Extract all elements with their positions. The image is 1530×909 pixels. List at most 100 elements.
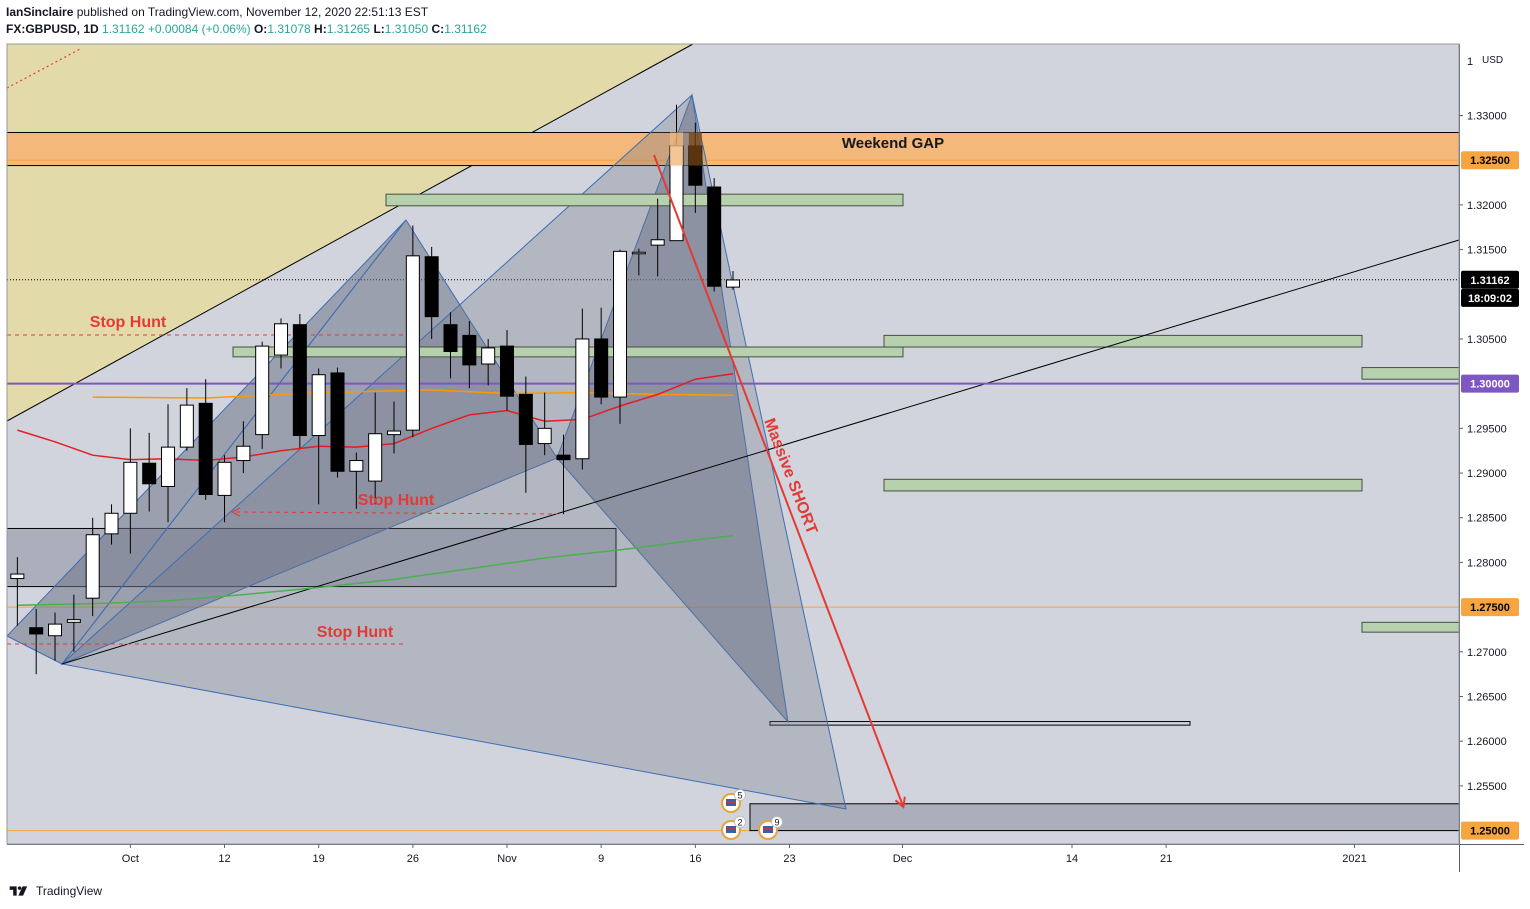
price-tick-label: 1.25500 — [1467, 781, 1507, 793]
ascending-trendline[interactable] — [61, 239, 1460, 665]
publisher-name[interactable]: IanSinclaire — [6, 5, 74, 19]
close-label: C: — [431, 22, 445, 36]
price-tag-box — [1461, 821, 1519, 840]
footer-brand[interactable]: TradingView — [36, 884, 103, 898]
candle[interactable] — [48, 612, 63, 661]
candle[interactable] — [462, 321, 477, 389]
time-tick-label: 19 — [313, 853, 325, 865]
support-zone-5[interactable] — [883, 478, 1363, 492]
price-tag[interactable]: 18:09:02 — [1461, 288, 1519, 307]
price-tag-text: 1.30000 — [1470, 379, 1510, 391]
candle[interactable] — [274, 318, 289, 369]
candle[interactable] — [142, 432, 157, 512]
candle[interactable] — [29, 608, 44, 675]
event-count-bubble — [734, 789, 746, 801]
candle[interactable] — [217, 455, 232, 523]
candle[interactable] — [10, 557, 25, 626]
price-tag[interactable]: 1.25000 — [1461, 821, 1519, 840]
support-zone-4[interactable] — [1361, 367, 1460, 380]
tradingview-logo-icon[interactable] — [8, 884, 30, 898]
candle[interactable] — [650, 198, 665, 277]
price-tag[interactable]: 1.32500 — [1461, 151, 1519, 170]
candle[interactable] — [85, 517, 100, 617]
candle-body — [161, 446, 176, 487]
candle[interactable] — [669, 104, 684, 242]
candle[interactable] — [387, 401, 402, 454]
candle-body — [424, 256, 439, 318]
interval-label[interactable]: 1D — [83, 22, 99, 36]
candle-body — [349, 460, 364, 472]
moving-average-green[interactable] — [17, 534, 734, 607]
candle-body — [726, 279, 740, 288]
support-zone-2[interactable] — [232, 346, 904, 358]
price-change: +0.00084 (+0.06%) — [147, 22, 251, 36]
candle-body — [462, 334, 477, 366]
price-tag[interactable]: 1.27500 — [1461, 598, 1519, 617]
price-tick-label: 1.27000 — [1467, 647, 1507, 659]
target-level-line[interactable] — [769, 721, 1191, 726]
candle[interactable] — [537, 392, 552, 456]
economic-event-badge[interactable]: 5 — [721, 789, 746, 813]
weekend-gap-label: Weekend GAP — [842, 135, 944, 152]
candle-body — [48, 623, 63, 637]
price-tag[interactable]: 1.30000 — [1461, 374, 1519, 393]
candle[interactable] — [443, 312, 458, 379]
candle[interactable] — [481, 338, 496, 386]
stop-hunt-line-2[interactable] — [235, 511, 559, 515]
harmonic-triangle-xcd[interactable] — [60, 94, 847, 810]
candle-body — [368, 433, 383, 482]
candle[interactable] — [368, 392, 383, 505]
price-scale[interactable] — [1459, 44, 1530, 844]
candle[interactable] — [424, 246, 439, 339]
candle[interactable] — [594, 307, 609, 405]
support-zone-3[interactable] — [883, 334, 1363, 348]
economic-event-badge[interactable]: 2 — [721, 816, 746, 840]
candle[interactable] — [311, 368, 326, 505]
price-tick-label: 1.30500 — [1467, 334, 1507, 346]
candle-body — [66, 619, 81, 623]
candle[interactable] — [631, 248, 646, 276]
time-tick-label: Nov — [497, 853, 517, 865]
support-zone-6[interactable] — [1361, 621, 1460, 633]
price-tag-text: 1.31162 — [1470, 275, 1509, 287]
short-arrow[interactable] — [653, 154, 903, 806]
candle[interactable] — [179, 388, 194, 451]
harmonic-triangle-abc[interactable] — [60, 219, 558, 666]
candle-body — [10, 573, 25, 580]
symbol-label[interactable]: FX:GBPUSD — [6, 22, 77, 36]
candle[interactable] — [613, 249, 628, 424]
candle[interactable] — [349, 452, 364, 509]
support-zone-1[interactable] — [385, 193, 904, 207]
candle[interactable] — [198, 379, 213, 500]
candle[interactable] — [575, 308, 590, 470]
price-tag[interactable]: 1.31162 — [1461, 270, 1519, 289]
candle[interactable] — [556, 434, 571, 515]
candle[interactable] — [255, 341, 270, 449]
channel-dotted-line[interactable] — [6, 47, 83, 89]
candle[interactable] — [518, 376, 533, 493]
price-tick-label: 1.29500 — [1467, 423, 1507, 435]
candle[interactable] — [707, 178, 722, 292]
moving-average-orange[interactable] — [92, 389, 734, 399]
channel-upper-line[interactable] — [6, 43, 694, 422]
candle[interactable] — [236, 421, 251, 474]
target-zone-rect[interactable] — [749, 803, 1460, 832]
open-label: O: — [253, 22, 268, 36]
candle[interactable] — [161, 404, 176, 523]
low-value: 1.31050 — [384, 22, 429, 36]
candle[interactable] — [123, 428, 138, 554]
price-tag-box — [1461, 151, 1519, 170]
high-value: 1.31265 — [326, 22, 371, 36]
price-tick-partial: 1 — [1467, 56, 1473, 68]
candle[interactable] — [66, 594, 81, 652]
event-count-bubble — [734, 816, 746, 828]
candle[interactable] — [500, 330, 515, 411]
candle[interactable] — [330, 367, 345, 478]
candle[interactable] — [726, 271, 740, 290]
candle[interactable] — [405, 225, 420, 438]
economic-event-badge[interactable]: 9 — [758, 816, 783, 840]
candle[interactable] — [292, 313, 307, 449]
candle[interactable] — [104, 504, 119, 545]
time-tick-label: 2021 — [1342, 853, 1366, 865]
